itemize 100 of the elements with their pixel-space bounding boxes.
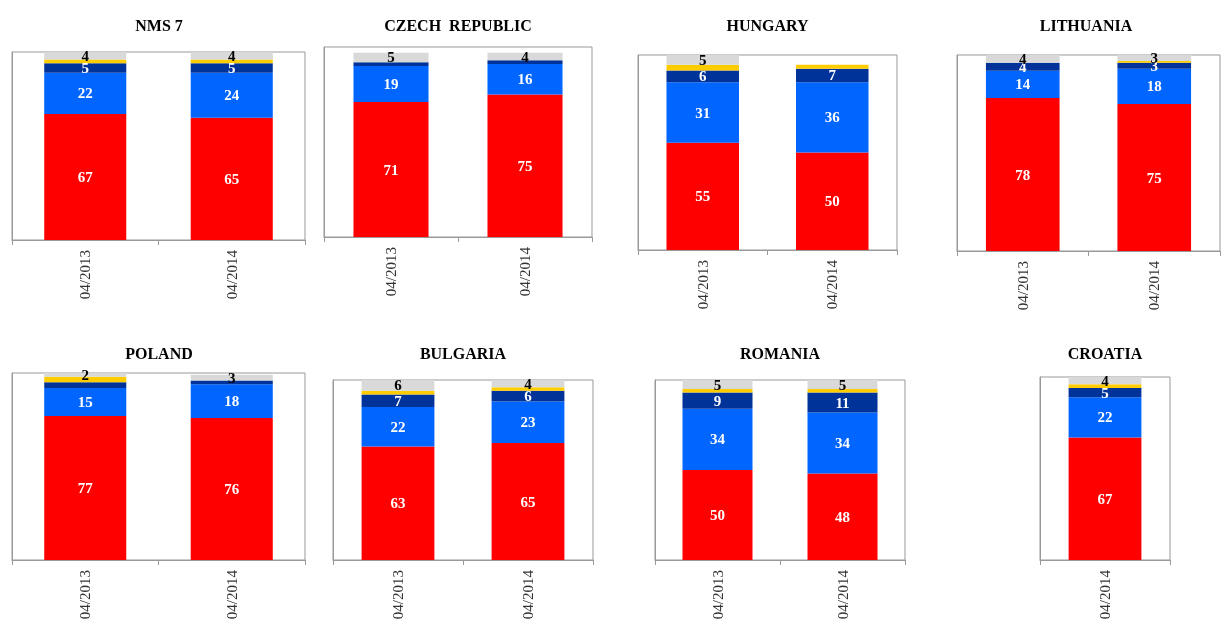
bar	[807, 389, 878, 393]
bar	[985, 98, 1060, 251]
x-tick-label: 04/2014	[824, 259, 841, 310]
bar	[682, 380, 753, 389]
bar	[190, 63, 273, 73]
x-tick-label: 04/2014	[223, 249, 240, 300]
bar	[666, 82, 740, 143]
bar	[353, 52, 429, 63]
bar	[1068, 384, 1142, 388]
data-label: 67	[77, 169, 94, 186]
data-label: 7	[828, 67, 837, 84]
data-label: 11	[835, 394, 850, 411]
data-label: 23	[520, 414, 536, 431]
data-label: 71	[383, 161, 399, 178]
bar	[44, 72, 127, 115]
bar	[44, 114, 127, 240]
bar	[682, 389, 753, 393]
bar	[44, 387, 127, 417]
bar	[795, 68, 869, 83]
data-label: 9	[713, 392, 722, 409]
data-label: 5	[387, 49, 395, 66]
bar	[795, 152, 869, 250]
data-label: 50	[710, 507, 725, 523]
chart-title: POLAND	[125, 344, 193, 362]
data-label: 5	[699, 51, 707, 68]
chart-title: CROATIA	[1067, 344, 1143, 362]
bar	[795, 64, 869, 69]
data-label: 19	[383, 76, 399, 93]
data-label: 24	[224, 87, 240, 104]
x-tick-label: 04/2014	[1097, 569, 1113, 620]
x-tick-label: 04/2014	[223, 569, 240, 620]
data-label: 50	[824, 193, 840, 210]
data-label: 14	[1015, 76, 1031, 93]
bar	[985, 62, 1060, 71]
bar	[1117, 55, 1192, 61]
data-label: 22	[1097, 409, 1113, 426]
bar	[491, 387, 565, 391]
bar	[487, 94, 563, 237]
bar	[190, 417, 273, 560]
chart-title: CZECH REPUBLIC	[384, 16, 532, 34]
bar	[361, 446, 435, 560]
x-tick-label: 04/2014	[834, 569, 851, 620]
data-label: 63	[390, 495, 406, 512]
bar	[487, 64, 563, 95]
bar	[807, 392, 878, 413]
data-label: 16	[517, 71, 533, 88]
data-label: 67	[1097, 490, 1113, 507]
data-label: 34	[710, 431, 726, 448]
data-label: 31	[695, 104, 711, 121]
chart-title: LITHUANIA	[1039, 16, 1133, 34]
data-label: 22	[390, 418, 406, 435]
bar	[44, 382, 127, 388]
bar	[985, 70, 1060, 99]
data-label: 5	[838, 376, 847, 393]
bar	[190, 52, 273, 60]
bar	[666, 64, 740, 71]
data-label: 34	[835, 435, 851, 451]
bar	[666, 55, 740, 65]
x-tick-label: 04/2013	[383, 247, 399, 297]
bar	[682, 392, 753, 409]
bar	[1117, 104, 1192, 251]
bar	[361, 394, 435, 407]
data-label: 4	[228, 47, 236, 64]
bar	[361, 380, 435, 391]
data-label: 48	[835, 508, 850, 525]
bar	[190, 384, 273, 418]
chart-title: HUNGARY	[726, 16, 809, 34]
x-tick-label: 04/2013	[1014, 261, 1031, 311]
bar	[44, 52, 127, 60]
bar	[985, 55, 1060, 63]
bar	[807, 473, 878, 560]
data-label: 18	[1146, 78, 1162, 95]
bar	[807, 412, 878, 474]
data-label: 77	[77, 480, 94, 497]
data-label: 4	[521, 48, 530, 65]
bar	[487, 60, 563, 65]
bar	[353, 62, 429, 66]
bar	[682, 408, 753, 470]
x-tick-label: 04/2013	[77, 570, 94, 620]
data-label: 65	[224, 170, 240, 187]
chart-title: BULGARIA	[419, 344, 507, 362]
bar	[353, 66, 429, 103]
data-label: 4	[1101, 372, 1110, 389]
x-tick-label: 04/2014	[517, 246, 533, 297]
x-tick-label: 04/2013	[709, 570, 726, 620]
data-label: 65	[520, 493, 536, 510]
bar	[1068, 437, 1142, 560]
x-tick-label: 04/2014	[1146, 260, 1163, 311]
data-label: 5	[713, 376, 722, 393]
bar	[795, 82, 869, 153]
bar	[44, 63, 127, 73]
data-label: 22	[77, 85, 93, 102]
data-label: 7	[394, 392, 403, 409]
data-label: 4	[81, 47, 90, 64]
x-tick-label: 04/2013	[694, 260, 711, 310]
data-label: 78	[1015, 166, 1031, 183]
x-tick-label: 04/2014	[520, 569, 536, 620]
bar	[1068, 397, 1142, 438]
data-label: 75	[517, 157, 533, 174]
bar	[44, 416, 127, 560]
